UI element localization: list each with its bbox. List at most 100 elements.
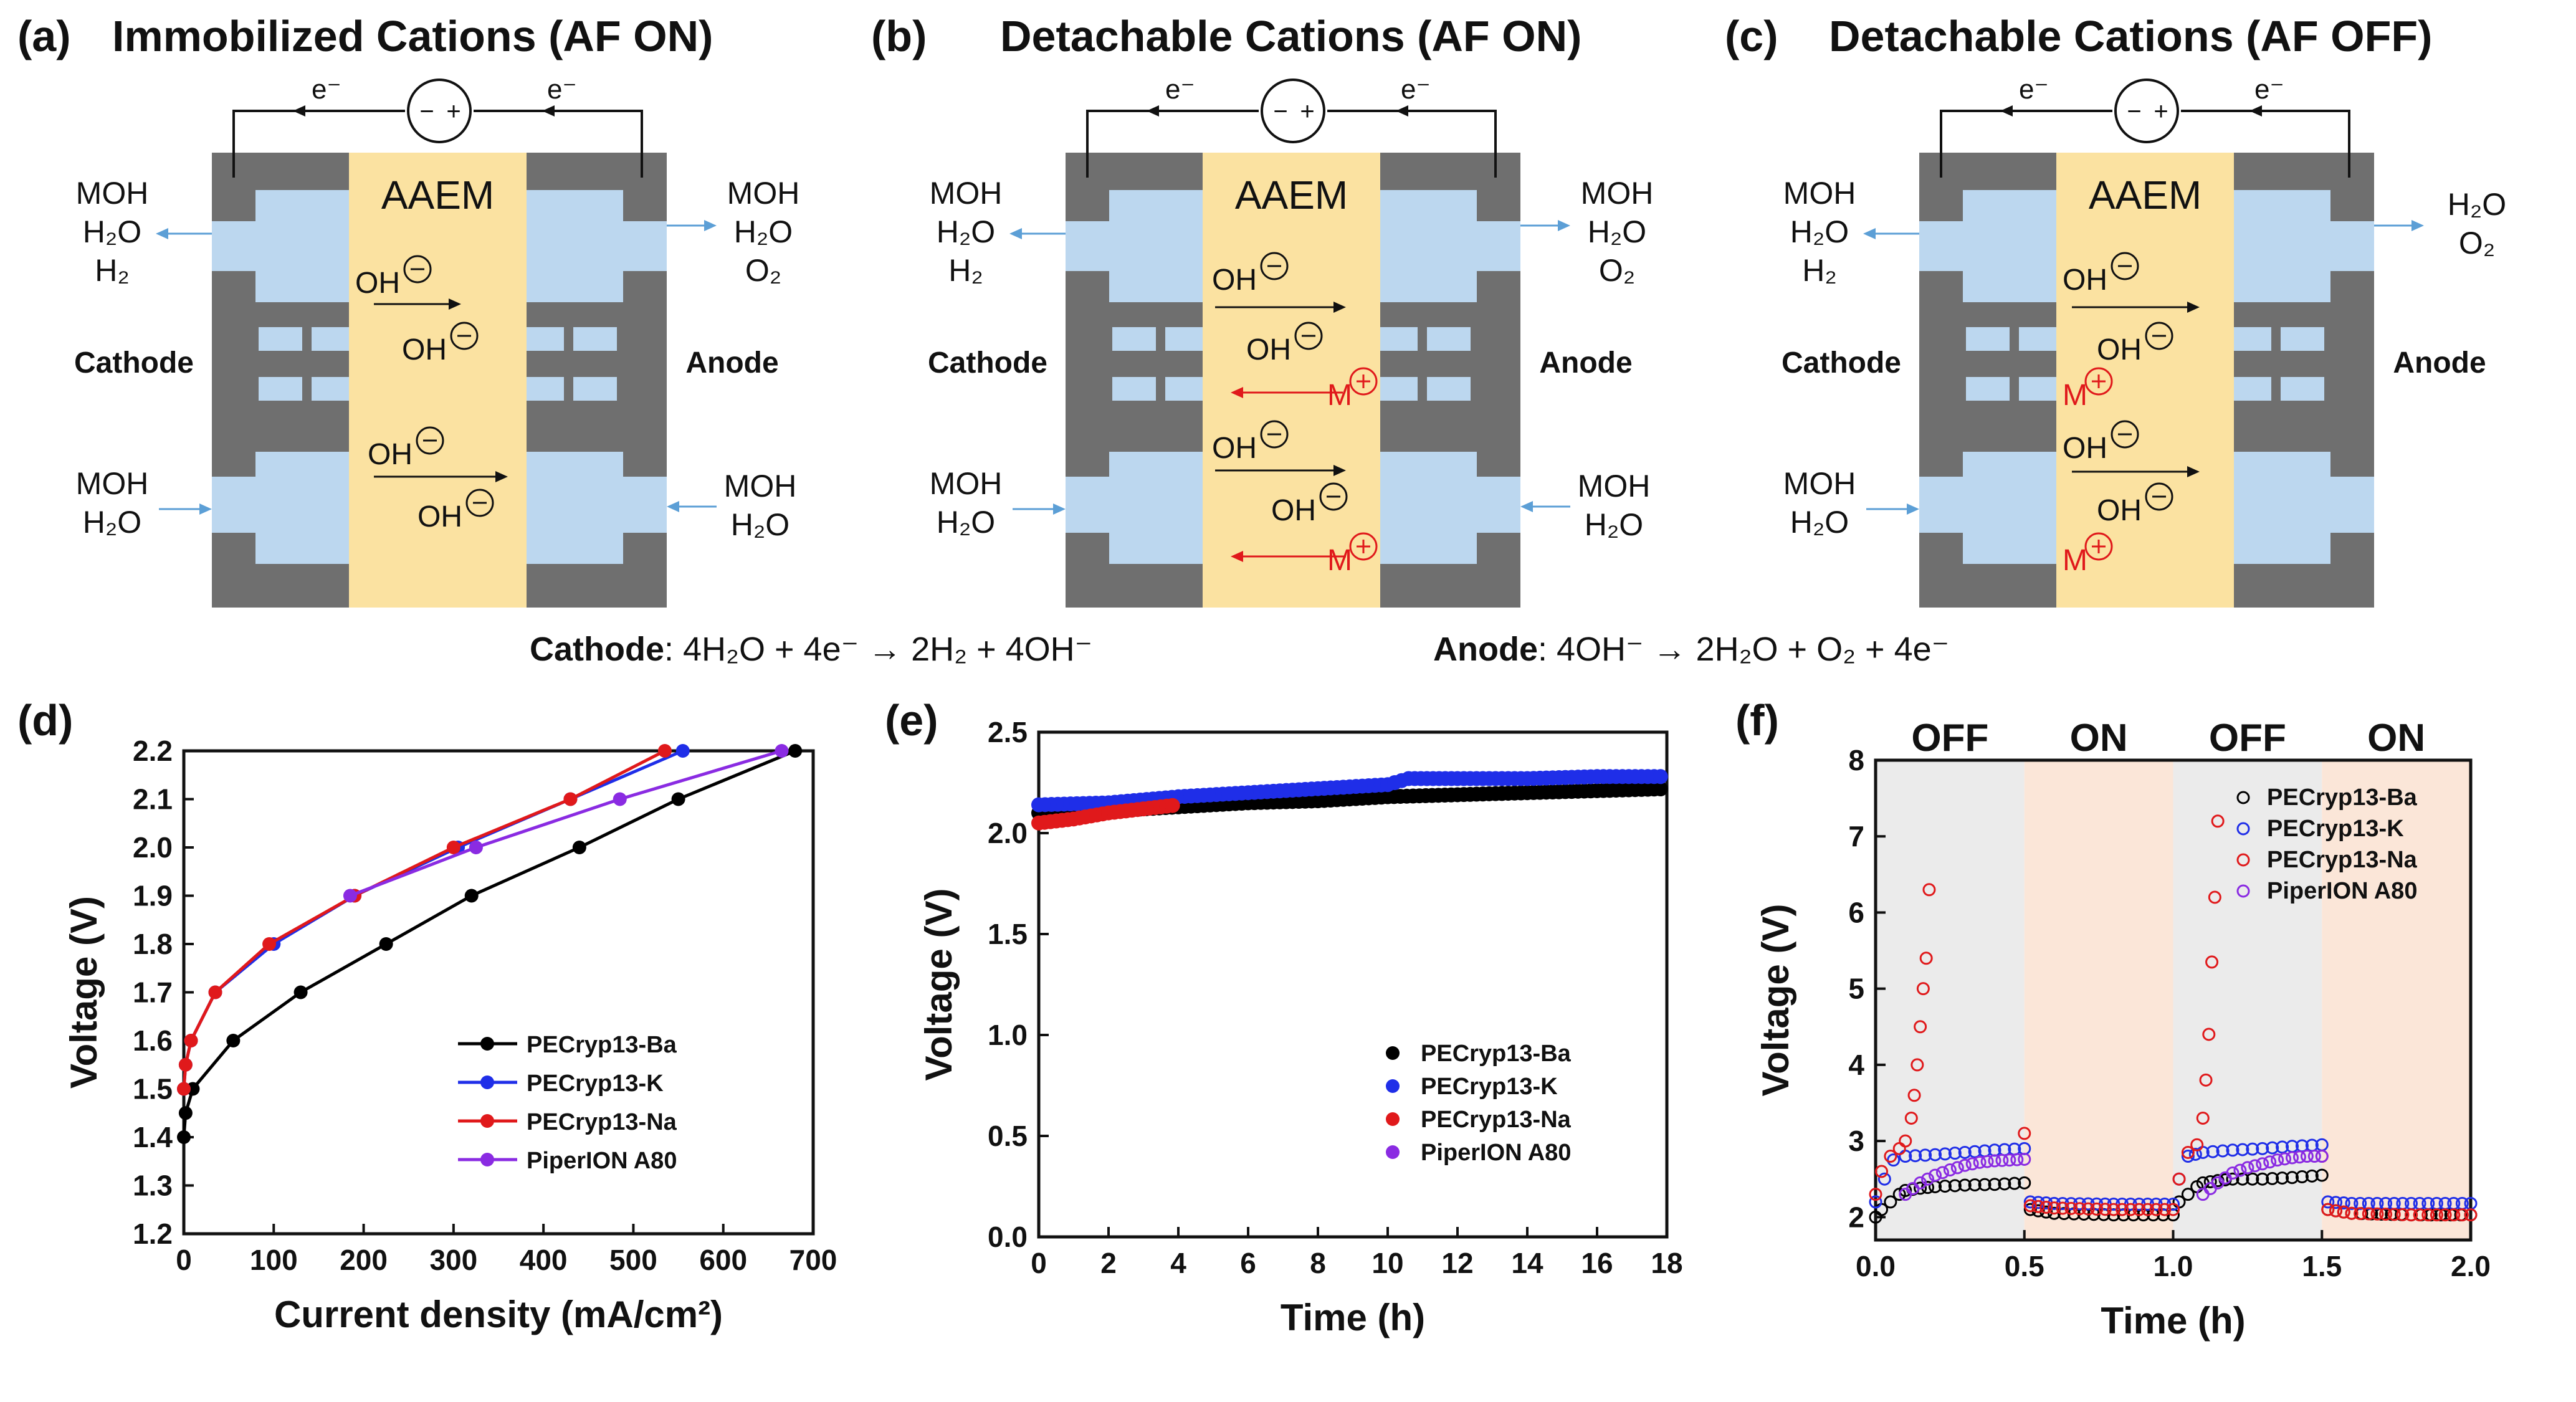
legend-label: PiperION A80 <box>2267 878 2417 904</box>
data-point <box>2188 1148 2202 1161</box>
data-point <box>2362 1207 2375 1221</box>
data-point <box>2003 1153 2016 1167</box>
data-point <box>178 1106 193 1120</box>
plus-sign: + <box>446 98 460 125</box>
y-tick-label: 2.2 <box>133 735 173 767</box>
data-point <box>2286 1151 2299 1165</box>
y-axis-title: Voltage (V) <box>918 889 960 1081</box>
cathode-flow-slot <box>1966 377 2010 401</box>
data-point <box>2263 1155 2277 1169</box>
data-point <box>2329 1196 2343 1209</box>
hydroxide-ion-label: OH <box>2063 432 2107 465</box>
y-tick-label: 1.3 <box>133 1170 173 1202</box>
data-point <box>2292 1150 2306 1164</box>
legend-label: PECryp13-K <box>527 1071 664 1097</box>
data-point <box>2048 1201 2061 1215</box>
y-tick-label: 2.1 <box>133 783 173 816</box>
legend-marker <box>2236 853 2250 867</box>
wire-right <box>474 110 643 178</box>
cathode-inlet-species: MOH <box>76 466 149 501</box>
data-point <box>2023 1203 2037 1216</box>
data-point <box>2205 955 2219 969</box>
data-point <box>2226 1143 2240 1157</box>
cathode-inlet-species: MOH <box>1783 466 1856 501</box>
cation-arrow-head <box>1231 387 1243 398</box>
chart-panel: (e) 0 2 4 6 8 10 12 14 16 18 0.0 0.5 1.0 1.5 2.0 2.5 Time… <box>885 696 1683 1338</box>
data-point <box>2256 1157 2269 1171</box>
cathode-outlet-species: MOH <box>930 176 1003 211</box>
cathode-inlet-species: H₂O <box>83 505 141 540</box>
data-point <box>469 841 483 854</box>
cathode-label: Cathode <box>928 346 1047 379</box>
membrane-label: AAEM <box>1235 173 1348 217</box>
data-point <box>2345 1196 2359 1210</box>
positive-charge-icon <box>2084 532 2113 561</box>
anode-label: Anode <box>2393 346 2486 379</box>
legend-marker <box>1386 1046 1400 1060</box>
data-point <box>1935 1166 1949 1180</box>
negative-charge-icon <box>1294 322 1323 350</box>
electron-arrow-left <box>293 105 305 117</box>
oh-arrow-head <box>2187 302 2200 313</box>
data-point <box>2375 1207 2388 1221</box>
data-point <box>1875 1165 1889 1178</box>
cathode-flow-slot <box>2019 377 2056 401</box>
data-point <box>2266 1171 2279 1185</box>
electron-label: e⁻ <box>2254 74 2284 105</box>
cathode-flow-slot <box>1165 327 1203 351</box>
cathode-outlet-arrow-head <box>1863 228 1876 239</box>
legend-label: PiperION A80 <box>1421 1140 1571 1166</box>
data-point <box>2370 1207 2384 1221</box>
electron-label: e⁻ <box>312 74 341 105</box>
hydroxide-ion-label: OH <box>368 438 413 471</box>
data-point <box>1899 1134 1912 1148</box>
oh-arrow-head <box>1333 302 1346 313</box>
cation-label: M <box>2063 544 2087 577</box>
data-point <box>446 841 460 854</box>
panel-letter: (d) <box>17 696 73 745</box>
data-point <box>2018 1127 2031 1140</box>
data-point <box>2276 1140 2289 1154</box>
data-point <box>1968 1178 1982 1192</box>
cathode-inlet-species: H₂O <box>1790 505 1849 540</box>
electron-arrow-left <box>1147 105 1159 117</box>
data-point <box>1653 769 1668 784</box>
region-shade <box>1876 760 2025 1240</box>
data-point <box>1914 1181 1927 1195</box>
data-point <box>2023 1199 2037 1213</box>
data-point <box>2132 1203 2146 1216</box>
data-point <box>1877 1172 1891 1186</box>
anode-outlet-species: O₂ <box>2459 226 2495 260</box>
anode-inlet-species: MOH <box>1578 469 1651 503</box>
region-label: OFF <box>1911 717 1988 760</box>
cathode-outlet-channel <box>1919 190 2056 302</box>
oh-arrow-head <box>1333 465 1346 476</box>
cathode-inlet-arrow-head <box>199 503 212 515</box>
data-point <box>2172 1172 2186 1186</box>
cathode-inlet-channel <box>212 452 349 564</box>
hydroxide-ion-label: OH <box>402 333 447 366</box>
data-point <box>1965 1157 1979 1171</box>
data-point <box>2211 814 2225 828</box>
data-point <box>184 1034 198 1047</box>
power-source-icon <box>1261 79 1325 143</box>
data-point <box>1948 1147 1962 1160</box>
data-point <box>2329 1204 2343 1218</box>
x-axis-title: Time (h) <box>2101 1300 2245 1342</box>
membrane <box>349 153 527 608</box>
anode-inlet-channel <box>527 452 667 564</box>
legend-label: PECryp13-Ba <box>2267 784 2418 811</box>
x-tick-label: 0.0 <box>1856 1250 1896 1282</box>
legend-marker <box>1386 1079 1400 1093</box>
electron-label: e⁻ <box>2019 74 2049 105</box>
data-point <box>2345 1206 2359 1220</box>
anode-inlet-species: MOH <box>724 469 797 503</box>
wire-left <box>232 110 405 178</box>
data-point <box>2056 1201 2069 1215</box>
data-point <box>2073 1202 2086 1216</box>
data-point <box>2141 1203 2155 1216</box>
legend-label: PECryp13-Ba <box>527 1032 677 1058</box>
schematic-panel: (c) Detachable Cations (AF OFF) AAEM Cathod… <box>1725 12 2506 608</box>
negative-charge-icon <box>403 255 432 284</box>
